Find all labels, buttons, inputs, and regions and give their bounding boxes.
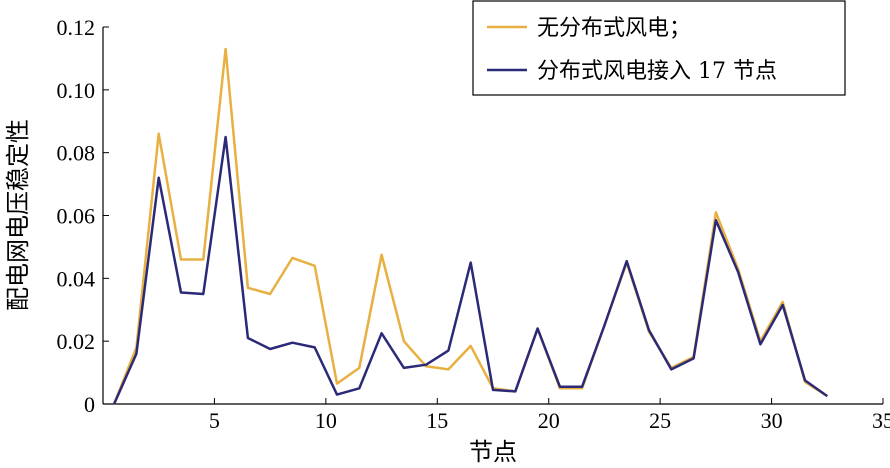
x-tick-label: 35 <box>872 408 890 433</box>
y-tick-label: 0 <box>84 392 95 417</box>
x-tick-label: 5 <box>209 408 220 433</box>
x-tick-label: 20 <box>538 408 560 433</box>
legend-box <box>472 0 846 96</box>
x-tick-label: 30 <box>761 408 783 433</box>
legend-label-series-1: 无分布式风电； <box>537 16 691 41</box>
legend-label-series-2: 分布式风电接入 17 节点 <box>537 59 777 84</box>
y-tick-label: 0.08 <box>57 141 96 166</box>
y-tick-label: 0.02 <box>57 329 96 354</box>
series-line-2 <box>112 135 829 405</box>
series-layer <box>112 47 829 405</box>
y-tick-label: 0.04 <box>57 266 96 291</box>
x-tick-label: 10 <box>315 408 337 433</box>
y-axis-title: 配电网电压稳定性 <box>4 119 32 311</box>
y-tick-label: 0.10 <box>57 78 96 103</box>
y-ticks: 0 0.02 0.04 0.06 0.08 0.10 0.12 <box>57 15 109 417</box>
x-tick-label: 15 <box>426 408 448 433</box>
y-tick-label: 0.12 <box>57 15 96 40</box>
x-ticks: 5 10 15 20 25 30 35 <box>209 398 890 433</box>
x-tick-label: 25 <box>649 408 671 433</box>
y-tick-label: 0.06 <box>57 204 96 229</box>
legend: 无分布式风电； 分布式风电接入 17 节点 <box>472 0 846 96</box>
x-axis-title: 节点 <box>469 438 517 466</box>
